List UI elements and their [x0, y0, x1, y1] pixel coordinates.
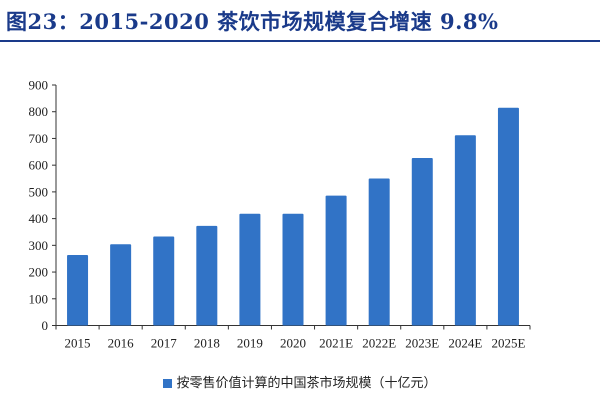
bar-2022E — [368, 178, 390, 326]
legend-label: 按零售价值计算的中国茶市场规模（十亿元） — [176, 376, 437, 391]
bar-2020 — [282, 213, 304, 326]
y-tick-label: 300 — [29, 238, 49, 253]
x-tick-label: 2022E — [362, 336, 396, 351]
x-tick-label: 2024E — [448, 336, 482, 351]
bar-2018 — [196, 225, 218, 326]
y-tick-label: 900 — [29, 78, 49, 93]
legend-swatch — [163, 379, 173, 388]
y-tick-label: 400 — [29, 211, 49, 226]
bar-2016 — [110, 244, 132, 326]
y-tick-label: 500 — [29, 184, 49, 199]
y-tick-label: 700 — [29, 131, 49, 146]
bar-2021E — [325, 195, 347, 326]
title-underline — [0, 40, 600, 42]
x-tick-label: 2018 — [194, 336, 220, 351]
x-tick-label: 2025E — [491, 336, 525, 351]
x-tick-label: 2023E — [405, 336, 439, 351]
y-tick-label: 600 — [29, 158, 49, 173]
x-tick-label: 2016 — [108, 336, 135, 351]
bar-2017 — [153, 236, 175, 326]
x-tick-label: 2020 — [280, 336, 306, 351]
y-tick-label: 0 — [42, 318, 49, 333]
x-tick-label: 2017 — [151, 336, 178, 351]
x-tick-label: 2015 — [65, 336, 91, 351]
chart-title: 图23：2015-2020 茶饮市场规模复合增速 9.8% — [6, 9, 499, 34]
x-tick-label: 2019 — [237, 336, 263, 351]
bar-2024E — [454, 135, 476, 326]
y-tick-label: 100 — [29, 291, 49, 306]
bar-2025E — [497, 107, 519, 326]
y-tick-label: 800 — [29, 104, 49, 119]
y-tick-label: 200 — [29, 265, 49, 280]
bar-2023E — [411, 157, 433, 326]
bar-2019 — [239, 213, 261, 326]
x-tick-label: 2021E — [319, 336, 353, 351]
bar-2015 — [67, 254, 89, 326]
legend: 按零售价值计算的中国茶市场规模（十亿元） — [0, 372, 600, 391]
